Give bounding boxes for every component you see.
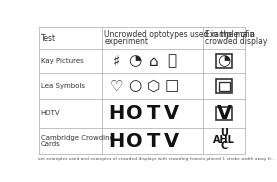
Text: V: V	[164, 104, 179, 123]
Bar	[216, 79, 232, 93]
Text: Lea Symbols: Lea Symbols	[41, 83, 85, 89]
Text: ♡: ♡	[109, 79, 123, 94]
Text: U: U	[220, 128, 228, 139]
Text: Kay Pictures: Kay Pictures	[41, 58, 84, 64]
Text: T: T	[147, 104, 160, 123]
Text: experiment: experiment	[104, 37, 148, 46]
Text: are examples used and examples of crowded displays with crowding frames placed 1: are examples used and examples of crowde…	[39, 157, 275, 161]
Text: Cambridge Crowding: Cambridge Crowding	[41, 135, 114, 141]
Text: H: H	[108, 104, 124, 123]
Text: ◔: ◔	[217, 54, 231, 69]
Text: H: H	[108, 132, 124, 151]
Text: ♯: ♯	[112, 54, 120, 69]
Text: V: V	[217, 104, 232, 123]
Text: Cards: Cards	[41, 141, 61, 147]
Text: ◔: ◔	[128, 54, 141, 69]
Bar	[216, 54, 232, 68]
Bar	[219, 82, 230, 91]
Text: □: □	[165, 79, 179, 94]
Text: ○: ○	[128, 79, 141, 94]
Text: ⛟: ⛟	[167, 54, 176, 69]
Text: HOTV: HOTV	[41, 110, 60, 116]
Text: crowded display: crowded display	[205, 37, 268, 46]
Text: V: V	[164, 132, 179, 151]
Text: Test: Test	[41, 33, 56, 43]
Text: ⌂: ⌂	[148, 54, 158, 69]
Text: O: O	[126, 104, 143, 123]
Bar	[216, 106, 232, 120]
Text: Uncrowded optotypes used in the main: Uncrowded optotypes used in the main	[104, 30, 255, 39]
Text: O: O	[126, 132, 143, 151]
Text: Example of a: Example of a	[205, 30, 255, 39]
Text: C: C	[220, 141, 228, 151]
Text: ⬡: ⬡	[147, 79, 160, 94]
Text: AHL: AHL	[213, 135, 235, 145]
Text: T: T	[147, 132, 160, 151]
